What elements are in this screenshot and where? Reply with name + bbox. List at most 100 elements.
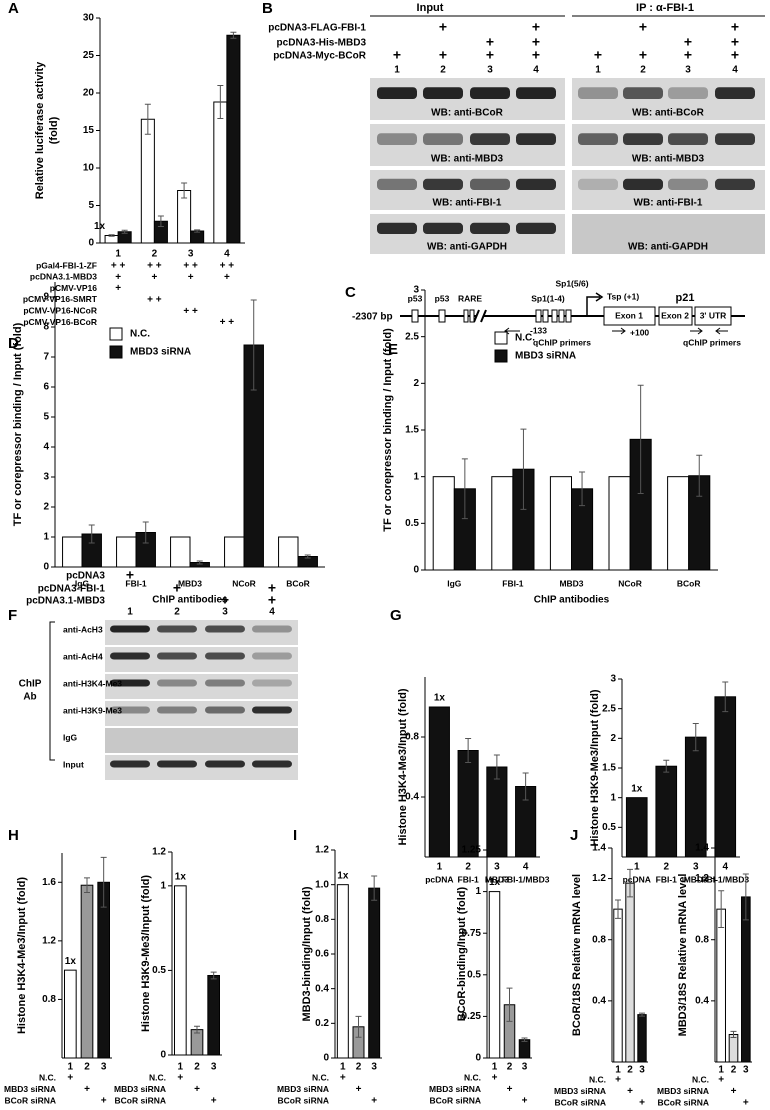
bar <box>741 896 751 1063</box>
bar <box>655 765 678 858</box>
annotation: 1x <box>337 870 349 881</box>
blot-band <box>205 706 245 714</box>
x-tick-label: 3 <box>211 1062 217 1073</box>
exon-box <box>658 306 693 326</box>
error-bar <box>493 754 500 780</box>
annotation: 1x <box>631 783 643 794</box>
y-tick-label: 1.2 <box>152 847 166 858</box>
error-bar <box>121 229 128 234</box>
lane-label: 1 <box>595 65 601 76</box>
lane-label: 1 <box>394 65 400 76</box>
treatment-mark: + + <box>147 295 162 306</box>
error-bar <box>465 738 472 763</box>
site-box <box>469 309 475 323</box>
treatment-mark: + <box>731 19 739 35</box>
treatment-label: MBD3 siRNA <box>114 1084 166 1094</box>
panel-label: I <box>293 827 297 844</box>
blot-band <box>252 679 292 687</box>
lane-label: 3 <box>487 65 493 76</box>
site-box <box>542 309 549 323</box>
x-tick-label: 1 <box>115 249 121 260</box>
y-axis-label: Histone H3K9-Me3/Input (fold) <box>589 689 601 846</box>
treatment-mark: + <box>268 592 276 608</box>
y-axis-label: BCoR-binding/Input (fold) <box>456 886 468 1021</box>
lane-label: 2 <box>440 65 446 76</box>
y-tick-label: 0.5 <box>467 969 481 980</box>
blot-band <box>623 178 663 190</box>
treatment-mark: + <box>532 47 540 63</box>
y-tick-label: 0 <box>88 238 94 249</box>
site-label: Sp1(1-4) <box>531 293 565 303</box>
treatment-label: N.C. <box>149 1072 166 1082</box>
x-tick-label: 3 <box>371 1062 377 1073</box>
bar <box>278 536 299 568</box>
y-tick-label: 1.2 <box>42 935 56 946</box>
position-label: -133 <box>530 325 547 335</box>
y-tick-label: 1 <box>475 886 481 897</box>
y-tick-label: 1.5 <box>602 763 616 774</box>
blot-caption: WB: anti-GAPDH <box>628 242 708 253</box>
treatment-mark: + <box>221 592 229 608</box>
treatment-mark: + <box>268 580 276 596</box>
treatment-label: BCoR siRNA <box>115 1095 166 1105</box>
gene-line <box>400 309 745 323</box>
antibody-label: anti-H3K4-Me3 <box>63 678 122 688</box>
panel-label: E <box>388 341 398 358</box>
y-tick-label: 0.2 <box>315 1018 329 1029</box>
x-tick-label: FBI-1 <box>458 874 480 884</box>
y-tick-label: 0 <box>43 562 49 573</box>
treatment-label: BCoR siRNA <box>5 1095 56 1105</box>
y-tick-label: 1.6 <box>42 877 56 888</box>
y-tick-label: 2.5 <box>602 703 616 714</box>
y-axis-label: Histone H3K4-Me3/Input (fold) <box>397 688 409 845</box>
y-axis-label: Histone H3K4-Me3/Input (fold) <box>16 877 28 1034</box>
treatment-label: pcDNA3.1-MBD3 <box>30 272 97 282</box>
bar <box>684 736 707 858</box>
treatment-mark: + <box>188 272 194 283</box>
blot-band <box>110 679 150 687</box>
y-tick-label: 0.25 <box>462 1011 482 1022</box>
lane-label: 3 <box>685 65 691 76</box>
blot-band <box>205 760 245 768</box>
x-tick-label: 3 <box>522 1062 528 1073</box>
blot-band <box>516 178 556 190</box>
blot-caption: WB: anti-MBD3 <box>632 154 705 165</box>
lane-label: 1 <box>634 862 640 873</box>
site-label: RARE <box>458 293 482 303</box>
x-tick-label: 1 <box>340 1062 346 1073</box>
error-bar <box>461 458 468 520</box>
panel-label: C <box>345 284 356 301</box>
lane-label: 3 <box>693 862 699 873</box>
y-tick-label: 2 <box>610 733 616 744</box>
treatment-mark: + <box>177 1073 183 1084</box>
blot-caption: WB: anti-FBI-1 <box>634 198 703 209</box>
treatment-mark: + <box>639 1098 645 1109</box>
exon-box <box>694 306 732 326</box>
panel-label: H <box>8 827 19 844</box>
y-axis-label: TF or corepressor binding / Input (fold) <box>382 328 394 532</box>
y-tick-label: 3 <box>43 472 49 483</box>
treatment-mark: + <box>627 1086 633 1097</box>
y-tick-label: 0.8 <box>592 934 606 945</box>
treatment-mark: + + <box>111 261 126 272</box>
x-tick-label: FBI-1/MBD3 <box>502 874 550 884</box>
y-tick-label: 0.8 <box>315 914 329 925</box>
annotation: 1x <box>434 693 446 704</box>
error-bar <box>196 560 203 565</box>
error-bar <box>639 1012 645 1017</box>
blot-band <box>470 87 510 99</box>
error-bar <box>100 856 107 908</box>
blot-band <box>377 178 417 190</box>
bar <box>97 881 111 1059</box>
lane-label: 3 <box>494 862 500 873</box>
legend-label: MBD3 siRNA <box>130 347 191 358</box>
y-tick-label: 1 <box>43 532 49 543</box>
error-bar <box>718 890 725 928</box>
y-tick-label: 9 <box>43 292 49 303</box>
blot-caption: WB: anti-GAPDH <box>427 242 507 253</box>
y-tick-label: 25 <box>83 50 95 61</box>
antibody-label: Input <box>63 759 84 769</box>
treatment-label: MBD3 siRNA <box>429 1084 481 1094</box>
treatment-mark: + <box>743 1098 749 1109</box>
legend-swatch <box>109 345 123 359</box>
